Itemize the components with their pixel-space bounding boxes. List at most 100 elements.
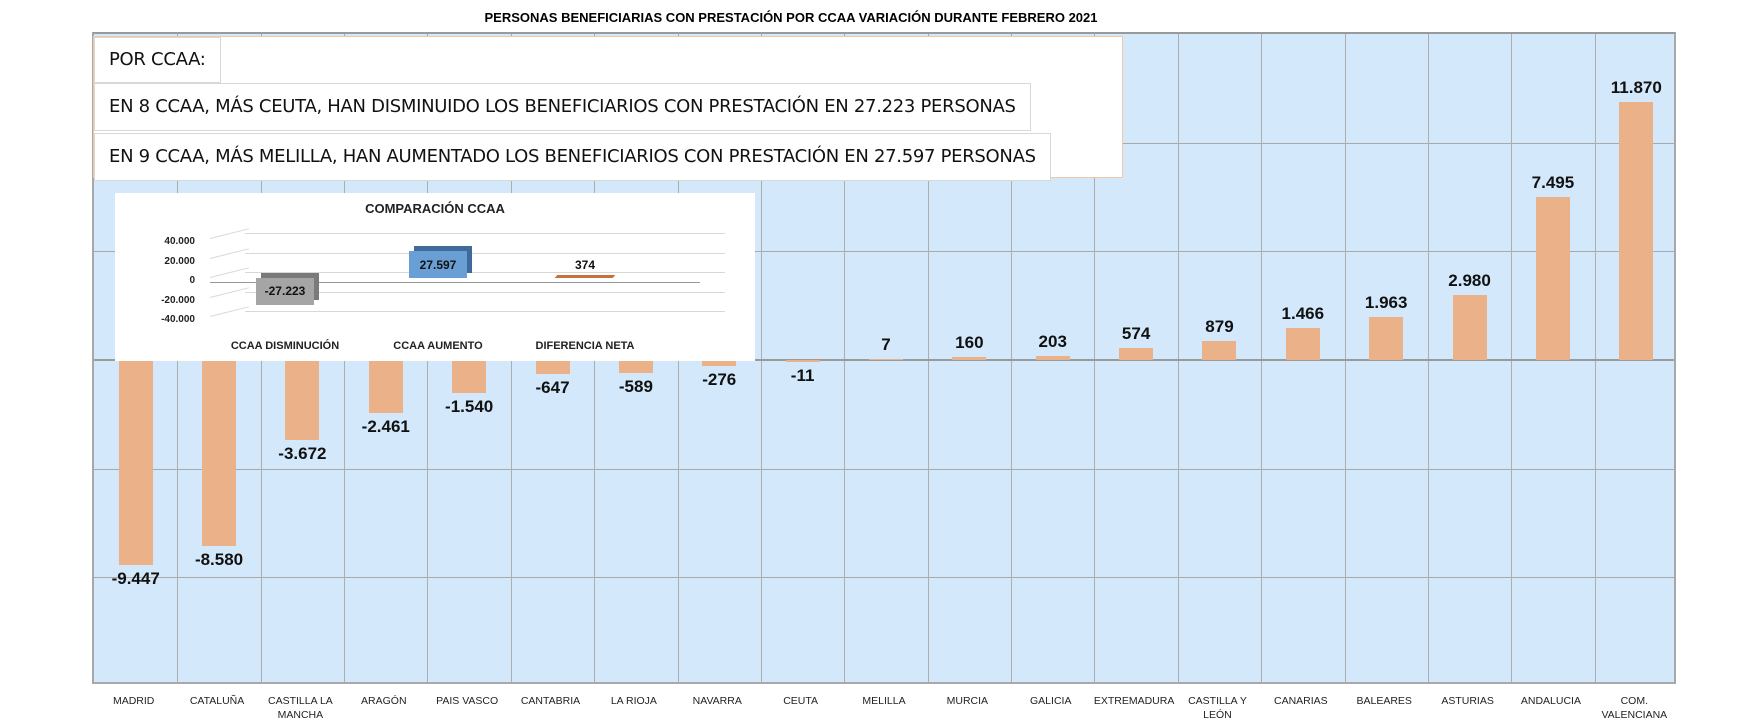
- vertical-gridline: [927, 34, 929, 682]
- inset-y-tick: 40.000: [164, 236, 195, 247]
- inset-y-tick: 0: [189, 275, 195, 286]
- category-label: MADRID: [112, 695, 155, 707]
- inset-category-label: CCAA AUMENTO: [393, 340, 483, 352]
- category-label: NAVARRA: [692, 695, 742, 707]
- note-increase: EN 9 CCAA, MÁS MELILLA, HAN AUMENTADO LO…: [94, 133, 1051, 181]
- category-label: ANDALUCIA: [1520, 695, 1581, 707]
- inset-gridline: [245, 252, 725, 254]
- category-label: COM. VALENCIANA: [1601, 695, 1668, 721]
- data-label: 7: [881, 334, 891, 354]
- horizontal-gridline: [94, 468, 1674, 470]
- note-decrease: EN 8 CCAA, MÁS CEUTA, HAN DISMINUIDO LOS…: [94, 83, 1031, 131]
- data-label: 11.870: [1610, 78, 1662, 98]
- category-label: PAIS VASCO: [436, 695, 499, 707]
- inset-y-tick: -40.000: [161, 314, 195, 325]
- vertical-gridline: [1261, 34, 1263, 682]
- bar-castilla-la-mancha: [285, 360, 320, 440]
- category-label: CANTABRIA: [520, 695, 581, 707]
- data-label: 574: [1121, 323, 1151, 343]
- inset-y-tick: 20.000: [164, 255, 195, 267]
- inset-y-tick: -20.000: [161, 294, 195, 306]
- inset-data-label: -27.223: [264, 284, 306, 299]
- data-label: -3.672: [278, 443, 327, 463]
- inset-gridline-depth: [209, 228, 249, 239]
- data-label: -9.447: [111, 569, 160, 589]
- zero-axis-line: [94, 359, 1674, 361]
- inset-zero-line: [210, 282, 700, 283]
- inset-gridline-depth: [209, 306, 249, 317]
- notes-panel: POR CCAA: EN 8 CCAA, MÁS CEUTA, HAN DISM…: [93, 36, 1123, 181]
- category-label: LA RIOJA: [610, 695, 657, 707]
- inset-category-label: CCAA DISMINUCIÓN: [230, 340, 340, 352]
- data-label: 2.980: [1448, 271, 1491, 291]
- bar-navarra: [702, 360, 737, 366]
- inset-title: COMPARACIÓN CCAA: [365, 201, 505, 216]
- category-label: ARAGÓN: [361, 695, 407, 707]
- bar-castilla-y-león: [1202, 340, 1237, 360]
- bar-la-rioja: [618, 360, 653, 373]
- bar-melilla: [869, 358, 903, 360]
- bar-cataluña: [202, 360, 237, 547]
- category-label: MELILLA: [862, 695, 906, 707]
- category-label: CEUTA: [783, 695, 819, 707]
- vertical-gridline: [1177, 34, 1179, 682]
- category-label: BALEARES: [1356, 695, 1412, 707]
- inset-bar-diferencia-neta: [554, 275, 616, 278]
- inset-data-label: 374: [574, 258, 596, 272]
- bar-com-valenciana: [1619, 102, 1654, 360]
- data-label: -1.540: [445, 397, 494, 417]
- inset-bar-ccaa-aumento: [409, 251, 467, 278]
- vertical-gridline: [1011, 34, 1013, 682]
- data-label: 1.466: [1281, 304, 1325, 324]
- horizontal-gridline: [94, 251, 1674, 253]
- data-label: 7.495: [1531, 173, 1575, 193]
- vertical-gridline: [1594, 34, 1596, 682]
- chart-title: PERSONAS BENEFICIARIAS CON PRESTACIÓN PO…: [484, 10, 1098, 25]
- bar-andalucia: [1535, 197, 1570, 360]
- category-label: ASTURIAS: [1441, 695, 1494, 707]
- data-label: -2.461: [361, 417, 410, 437]
- inset-gridline-depth: [209, 267, 249, 278]
- vertical-gridline: [1511, 34, 1513, 682]
- data-label: 879: [1205, 316, 1234, 336]
- data-label: 160: [955, 332, 984, 352]
- inset-gridline: [245, 233, 725, 234]
- inset-gridline: [245, 291, 725, 293]
- category-label: CATALUÑA: [189, 695, 245, 707]
- horizontal-gridline: [94, 577, 1674, 579]
- data-label: 203: [1038, 331, 1067, 351]
- inset-gridline: [245, 311, 725, 312]
- inset-gridline-depth: [209, 247, 249, 259]
- data-label: -11: [790, 365, 815, 385]
- bar-galicia: [1035, 355, 1070, 360]
- bar-cantabria: [535, 360, 570, 375]
- comparison-inset-chart: COMPARACIÓN CCAA 40.000 20.000 0 -20.000 -40…: [115, 193, 755, 361]
- category-label: CASTILLA Y LEÓN: [1188, 695, 1247, 721]
- inset-category-label: DIFERENCIA NETA: [535, 340, 635, 352]
- bar-extremadura: [1119, 347, 1154, 360]
- inset-gridline: [245, 272, 725, 273]
- bar-asturias: [1452, 295, 1487, 360]
- bar-ceuta: [785, 360, 820, 362]
- notes-header: POR CCAA:: [94, 37, 221, 83]
- vertical-gridline: [1094, 34, 1096, 682]
- data-label: -8.580: [194, 550, 244, 570]
- data-label: 1.963: [1364, 293, 1408, 313]
- category-label: EXTREMADURA: [1093, 695, 1175, 707]
- bar-murcia: [952, 356, 987, 360]
- inset-data-label: 27.597: [419, 257, 457, 272]
- bar-pais-vasco: [452, 360, 487, 394]
- vertical-gridline: [844, 34, 846, 682]
- category-label: GALICIA: [1030, 695, 1072, 707]
- bar-canarias: [1285, 328, 1320, 360]
- inset-bar-ccaa-disminución: [256, 278, 314, 305]
- vertical-gridline: [1427, 34, 1429, 682]
- bar-baleares: [1369, 317, 1404, 360]
- category-label: CANARIAS: [1273, 695, 1328, 707]
- inset-gridline-depth: [209, 286, 249, 298]
- bar-madrid: [118, 360, 153, 566]
- category-label: MURCIA: [946, 695, 989, 707]
- data-label: -647: [535, 378, 570, 398]
- data-label: -276: [702, 369, 737, 389]
- vertical-gridline: [760, 34, 762, 682]
